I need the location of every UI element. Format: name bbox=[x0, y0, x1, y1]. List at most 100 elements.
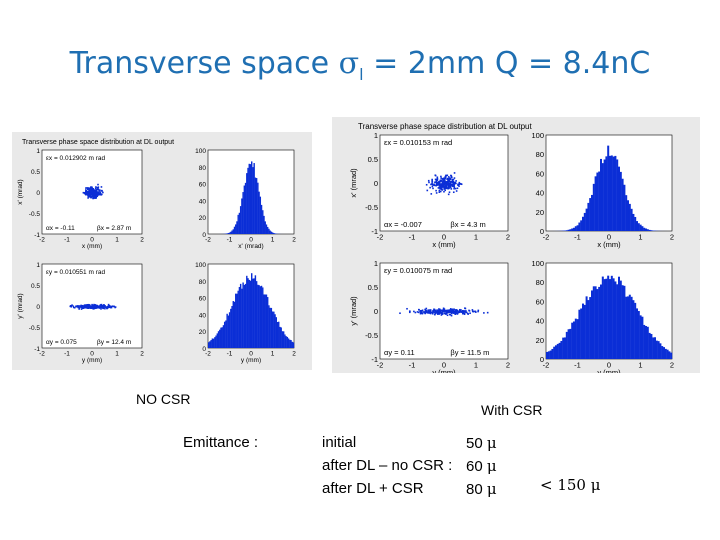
particle bbox=[89, 305, 91, 308]
histogram-bar bbox=[260, 285, 263, 348]
histogram-bar bbox=[609, 155, 611, 231]
histogram-bar bbox=[264, 221, 266, 234]
particle bbox=[449, 309, 451, 311]
x-axis-label: y (mm) bbox=[432, 368, 456, 373]
particle bbox=[95, 196, 98, 199]
histogram-bar bbox=[237, 214, 239, 234]
particle bbox=[441, 180, 443, 182]
x-tick-label: 0 bbox=[90, 351, 94, 358]
particle bbox=[471, 309, 474, 311]
particle bbox=[455, 311, 458, 313]
particle bbox=[97, 305, 99, 308]
histogram-bar bbox=[587, 300, 590, 359]
histogram-bar bbox=[634, 302, 637, 359]
particle bbox=[87, 195, 90, 197]
y-axis-label: x' (mrad) bbox=[17, 179, 24, 204]
histogram-bar bbox=[583, 304, 586, 359]
histogram-bar bbox=[609, 279, 611, 359]
particle bbox=[458, 185, 460, 187]
particle bbox=[87, 307, 90, 309]
particle bbox=[450, 314, 453, 317]
particle bbox=[446, 311, 448, 313]
x-tick-label: 2 bbox=[506, 361, 510, 370]
particle bbox=[91, 189, 93, 191]
particle bbox=[80, 306, 83, 309]
particle bbox=[96, 186, 99, 189]
particle bbox=[409, 310, 411, 313]
histogram-bar bbox=[271, 311, 274, 348]
particle bbox=[90, 186, 92, 188]
histogram-bar bbox=[578, 309, 581, 359]
particle bbox=[86, 306, 89, 309]
alpha-annotation: αy = 0.075 bbox=[46, 339, 77, 346]
emittance-table: initial 50 μ after DL – no CSR : 60 μ af… bbox=[322, 432, 516, 501]
hist-x-tick-label: -1 bbox=[574, 361, 581, 370]
particle bbox=[100, 193, 103, 196]
particle bbox=[431, 311, 434, 314]
particle bbox=[446, 310, 448, 312]
histogram-bar bbox=[654, 337, 656, 359]
histogram-bar bbox=[639, 315, 642, 359]
particle bbox=[108, 306, 111, 308]
hist-tick-label: 20 bbox=[199, 329, 207, 336]
histogram-bar bbox=[573, 321, 575, 359]
particle bbox=[435, 189, 437, 192]
particle bbox=[435, 180, 438, 182]
particle bbox=[94, 187, 97, 190]
hist-tick-label: 80 bbox=[199, 165, 207, 172]
histogram-bar bbox=[630, 208, 633, 231]
particle bbox=[72, 306, 75, 309]
histogram-bar bbox=[230, 231, 232, 234]
histogram-bar bbox=[607, 145, 610, 231]
particle bbox=[84, 304, 86, 307]
particle bbox=[443, 185, 445, 187]
histogram-bar bbox=[242, 282, 244, 348]
particle bbox=[95, 304, 97, 307]
histogram-bar bbox=[580, 308, 583, 359]
particle bbox=[95, 192, 97, 194]
particle bbox=[77, 305, 80, 308]
histogram-bar bbox=[221, 327, 223, 348]
histogram-bar bbox=[623, 285, 626, 359]
particle bbox=[424, 310, 427, 312]
histogram-bar bbox=[580, 220, 583, 231]
x-axis-label: x (mm) bbox=[432, 240, 456, 249]
y-tick-label: 0.5 bbox=[31, 283, 40, 290]
particle bbox=[443, 181, 446, 184]
y-tick-label: 0 bbox=[374, 179, 378, 188]
histogram-bar bbox=[594, 176, 597, 231]
histogram-bar bbox=[657, 341, 660, 359]
hist-x-tick-label: 2 bbox=[670, 361, 674, 370]
particle bbox=[435, 181, 438, 183]
particle bbox=[98, 193, 100, 195]
histogram-bar bbox=[643, 227, 646, 231]
particle bbox=[461, 309, 464, 312]
histogram-bar bbox=[616, 284, 619, 359]
particle bbox=[442, 183, 445, 185]
histogram-bar bbox=[576, 319, 579, 359]
particle bbox=[95, 189, 98, 191]
histogram-bar bbox=[249, 280, 252, 348]
particle bbox=[462, 311, 465, 314]
figure-header: Transverse phase space distribution at D… bbox=[358, 122, 533, 131]
histogram-bar bbox=[585, 208, 588, 231]
histogram-bar bbox=[214, 337, 216, 348]
particle bbox=[448, 191, 451, 194]
histogram-bar bbox=[582, 216, 584, 231]
particle bbox=[441, 312, 443, 315]
histogram-bar bbox=[270, 231, 273, 234]
particle bbox=[91, 305, 94, 308]
particle bbox=[434, 313, 436, 316]
particle bbox=[424, 308, 426, 311]
particle bbox=[96, 192, 99, 194]
particle bbox=[436, 182, 438, 185]
particle bbox=[443, 187, 446, 190]
histogram-bar bbox=[262, 210, 264, 234]
particle bbox=[434, 312, 437, 315]
histogram-bar bbox=[652, 337, 655, 359]
histogram-bar bbox=[248, 279, 250, 348]
histogram-bar bbox=[255, 281, 258, 348]
particle bbox=[451, 308, 454, 311]
particle bbox=[447, 180, 450, 183]
